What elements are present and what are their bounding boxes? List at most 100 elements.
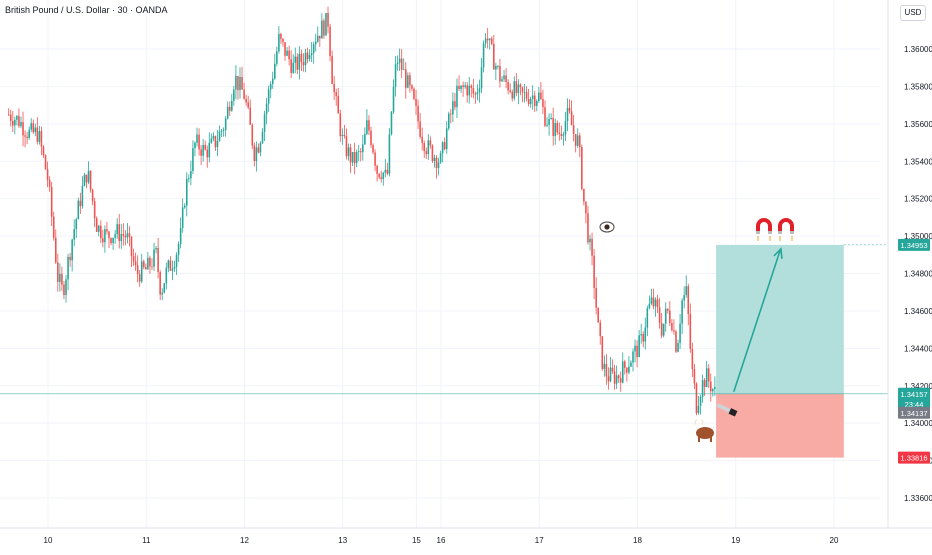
candle-body <box>52 216 55 238</box>
candle-body <box>243 89 245 99</box>
candle-body <box>415 98 417 106</box>
candle-body <box>206 149 209 158</box>
candle-body <box>278 33 280 52</box>
x-tick-label: 11 <box>142 536 151 545</box>
candle-body <box>574 134 577 146</box>
candle-body <box>452 101 454 115</box>
bull-leg <box>710 436 712 442</box>
position-zones[interactable] <box>716 244 888 458</box>
candle-body <box>425 151 428 155</box>
candle-body <box>560 133 563 136</box>
candle-body <box>484 38 487 44</box>
bull-body <box>696 427 714 439</box>
candle-body <box>497 65 499 67</box>
candle-body <box>196 134 198 143</box>
candle-body <box>345 136 348 157</box>
candle-body <box>114 234 116 238</box>
candle-body <box>392 86 395 112</box>
candle-body <box>666 308 669 311</box>
candle-body <box>562 134 565 136</box>
candle-body <box>97 225 100 232</box>
candle-body <box>280 33 282 39</box>
candle-body <box>540 92 542 100</box>
candle-body <box>222 130 225 131</box>
candle-body <box>85 174 88 183</box>
candle-body <box>550 117 552 119</box>
candle-body <box>73 229 75 240</box>
candle-body <box>316 35 319 42</box>
candle-body <box>208 142 211 158</box>
candle-body <box>151 266 153 268</box>
candle-body <box>329 26 331 57</box>
candle-body <box>175 254 178 267</box>
candle-body <box>231 100 233 111</box>
candle-body <box>525 92 528 99</box>
candle-body <box>20 122 22 127</box>
candle-body <box>38 131 41 142</box>
candle-body <box>124 235 127 238</box>
candle-body <box>654 299 657 307</box>
candle-body <box>646 308 649 328</box>
candle-body <box>81 186 84 207</box>
candle-body <box>407 75 409 88</box>
candle-body <box>515 81 518 94</box>
candle-body <box>57 262 59 282</box>
candle-body <box>523 92 526 93</box>
candle-body <box>458 85 460 90</box>
candle-body <box>75 219 78 230</box>
candle-body <box>204 144 206 150</box>
y-tick-label: 1.34200 <box>904 382 932 391</box>
x-tick-label: 10 <box>44 536 53 545</box>
prev-price-badge-text: 1.34137 <box>900 409 927 418</box>
candle-body <box>149 257 151 267</box>
candle-body <box>386 169 389 174</box>
candle-body <box>581 147 583 189</box>
candle-body <box>568 107 571 112</box>
candle-body <box>167 260 170 268</box>
candle-body <box>488 38 491 41</box>
candle-body <box>609 367 612 382</box>
candle-body <box>566 107 569 122</box>
candle-body <box>398 58 401 63</box>
candle-body <box>390 111 393 135</box>
candle-body <box>695 383 698 414</box>
candle-body <box>304 52 307 66</box>
candle-body <box>394 64 397 87</box>
candle-body <box>664 308 667 324</box>
candle-body <box>276 51 278 64</box>
candle-body <box>519 84 522 88</box>
knife-blade <box>716 403 731 413</box>
candle-body <box>290 59 292 73</box>
candle-body <box>355 151 358 164</box>
candle-body <box>628 366 630 373</box>
candle-body <box>7 114 10 116</box>
candle-body <box>341 134 344 137</box>
candle-body <box>343 134 346 137</box>
candle-body <box>14 119 16 126</box>
candle-body <box>28 129 30 138</box>
candle-body <box>435 157 438 169</box>
candle-body <box>95 218 98 232</box>
stop-badge: 1.33816 <box>898 451 930 464</box>
candle-body <box>691 348 694 370</box>
candle-body <box>466 85 468 96</box>
candle-body <box>349 147 352 163</box>
currency-button[interactable]: USD <box>900 5 926 21</box>
candle-body <box>417 105 419 122</box>
candle-body <box>331 56 333 84</box>
candle-body <box>476 92 479 95</box>
candles <box>7 6 716 416</box>
stop-badge-bg <box>898 451 930 464</box>
candle-body <box>102 238 104 243</box>
candle-body <box>212 136 215 139</box>
candle-body <box>50 186 53 217</box>
candle-body <box>456 85 458 108</box>
candle-body <box>709 381 712 392</box>
candle-body <box>79 200 82 207</box>
candle-body <box>267 89 270 104</box>
candle-body <box>319 35 321 39</box>
candle-body <box>685 286 688 296</box>
candle-body <box>675 331 677 352</box>
